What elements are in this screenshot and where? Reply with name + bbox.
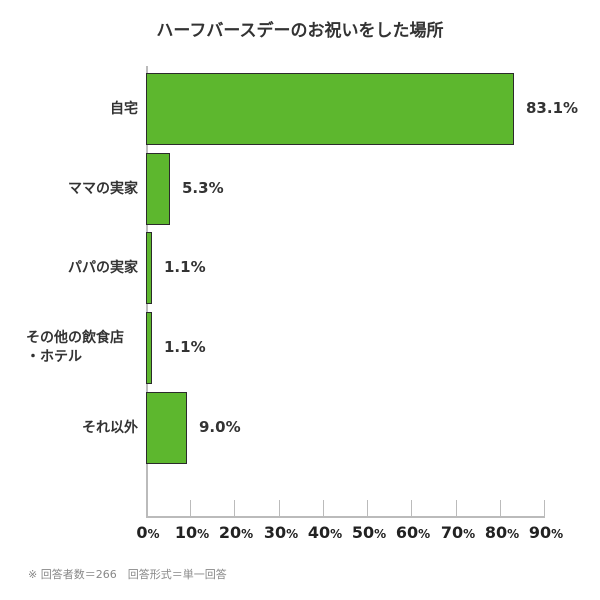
x-tick-label: 70% <box>440 523 476 542</box>
x-tick <box>367 500 368 517</box>
x-tick-label: 10% <box>174 523 210 542</box>
footnote: ※ 回答者数＝266 回答形式＝単一回答 <box>28 568 227 581</box>
x-tick <box>190 500 191 517</box>
x-tick-label: 80% <box>484 523 520 542</box>
x-tick-label: 50% <box>351 523 387 542</box>
x-tick <box>323 500 324 517</box>
bar <box>146 392 187 464</box>
value-label: 83.1% <box>526 99 579 117</box>
value-label: 1.1% <box>164 258 206 276</box>
category-label: その他の飲食店 ・ホテル <box>26 330 124 365</box>
category-label: ママの実家 <box>68 180 138 197</box>
value-label: 1.1% <box>164 338 206 356</box>
x-tick <box>544 500 545 517</box>
bar <box>146 73 514 145</box>
value-label: 9.0% <box>199 418 241 436</box>
x-tick-label: 90% <box>528 523 564 542</box>
value-label: 5.3% <box>182 179 224 197</box>
bar <box>146 153 170 225</box>
x-tick-label: 20% <box>218 523 254 542</box>
bar <box>146 232 152 304</box>
x-tick-label: 30% <box>263 523 299 542</box>
x-tick-label: 60% <box>395 523 431 542</box>
x-tick <box>234 500 235 517</box>
x-tick-label: 0% <box>136 523 160 542</box>
x-tick-label: 40% <box>307 523 343 542</box>
bar <box>146 312 152 384</box>
x-tick <box>411 500 412 517</box>
category-label: それ以外 <box>82 419 138 436</box>
category-label: 自宅 <box>110 100 138 117</box>
x-tick <box>279 500 280 517</box>
x-tick <box>456 500 457 517</box>
category-label: パパの実家 <box>68 259 138 276</box>
x-tick <box>500 500 501 517</box>
x-axis-line <box>146 516 545 518</box>
chart-title: ハーフバースデーのお祝いをした場所 <box>156 21 444 41</box>
